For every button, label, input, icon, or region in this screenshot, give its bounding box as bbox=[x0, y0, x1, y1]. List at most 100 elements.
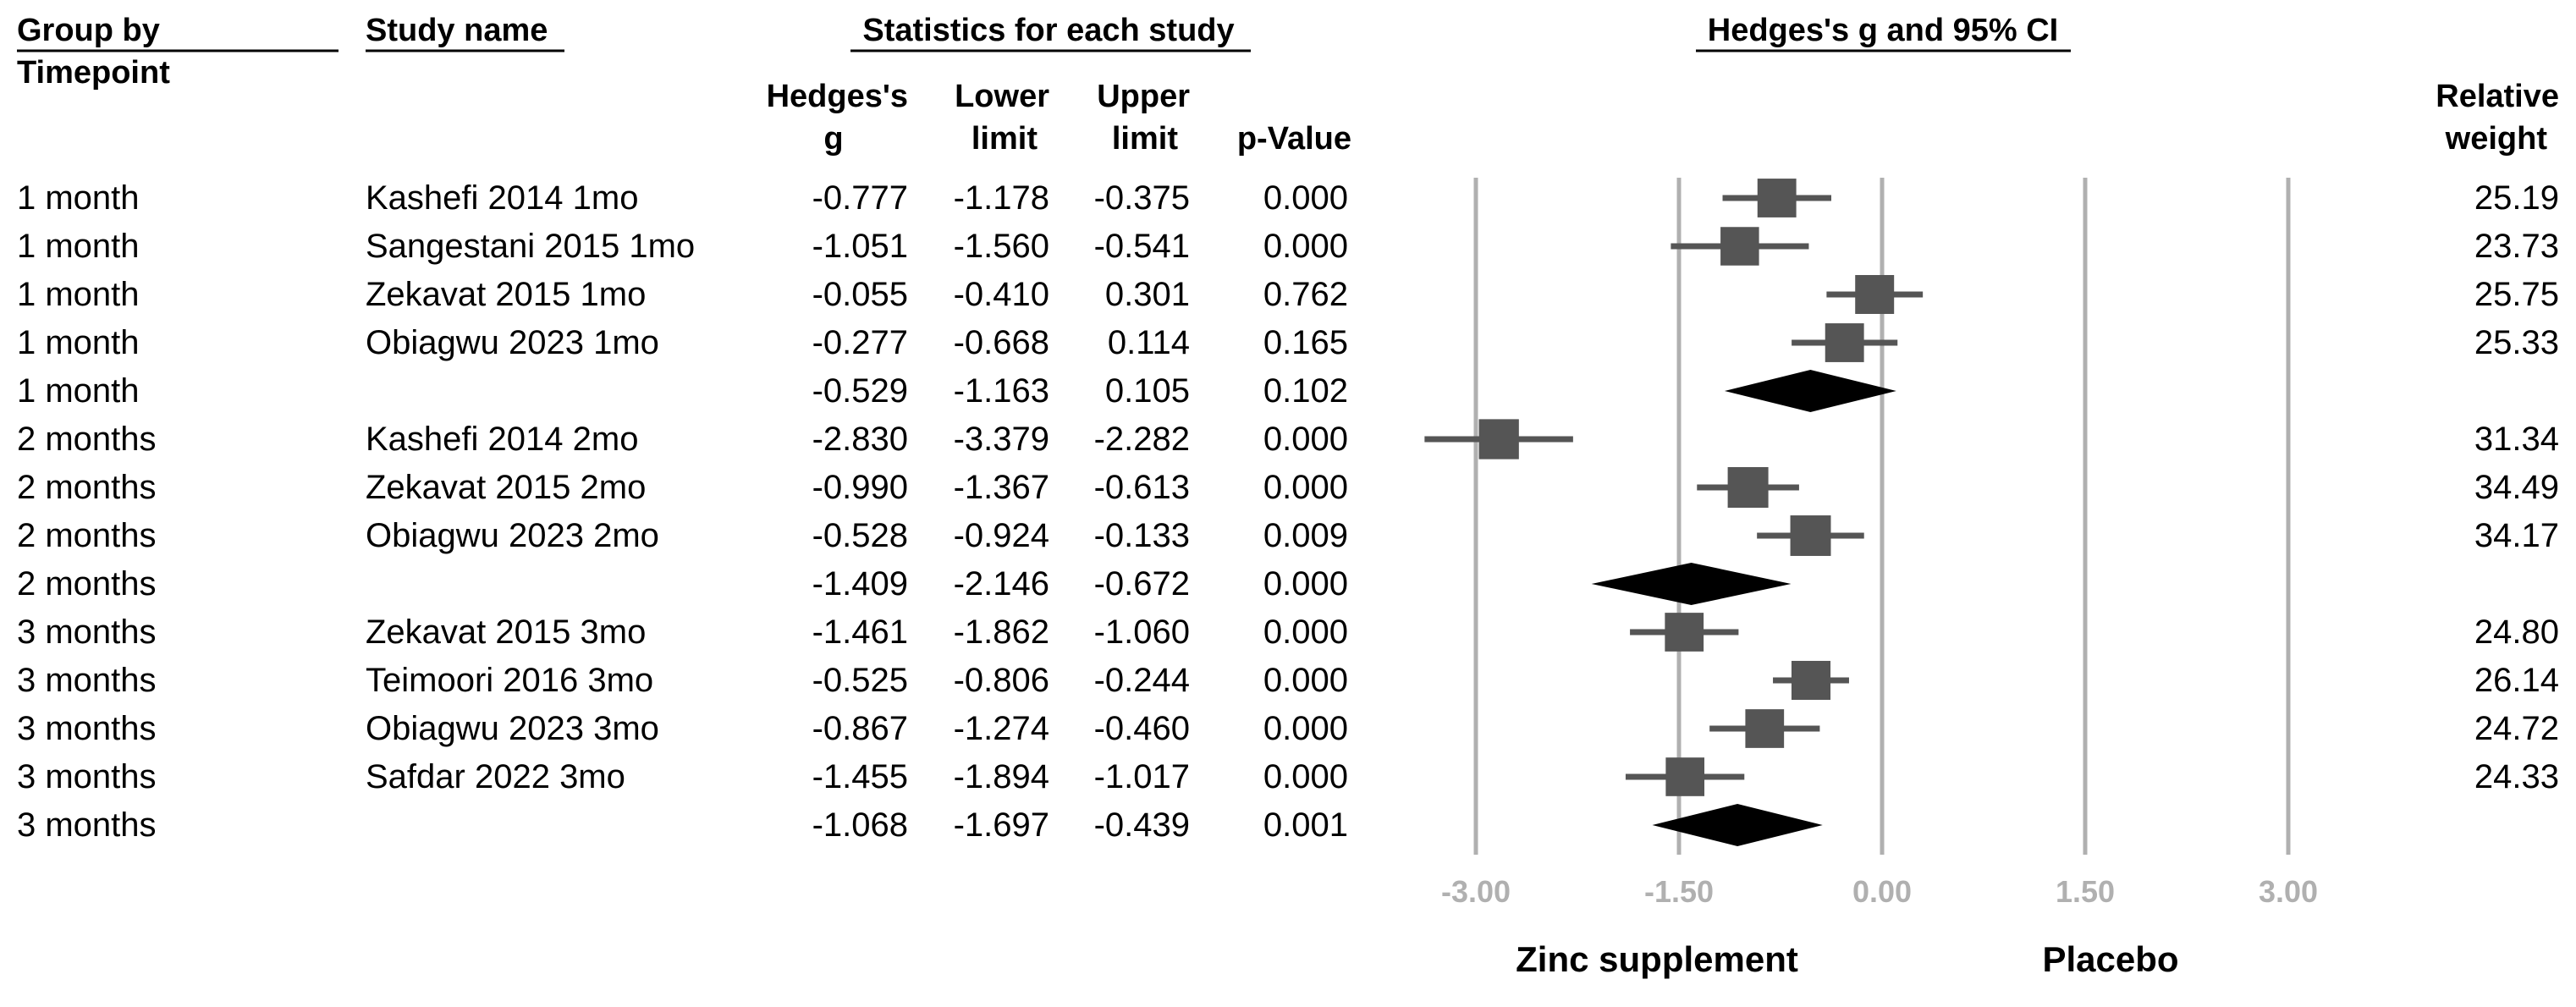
x-axis-ticks: -3.00 -1.50 0.00 1.50 3.00 bbox=[1441, 874, 2318, 909]
cell-group: 1 month bbox=[17, 324, 140, 361]
col-header-p-value: p-Value bbox=[1237, 121, 1351, 157]
cell-p-value: 0.009 bbox=[1263, 517, 1348, 554]
cell-hedges-g: -1.051 bbox=[812, 228, 908, 265]
cell-hedges-g: -0.777 bbox=[812, 179, 908, 217]
cell-p-value: 0.000 bbox=[1263, 614, 1348, 651]
cell-upper-limit: -0.613 bbox=[1094, 469, 1190, 506]
col-header-weight-line2: weight bbox=[2445, 121, 2548, 157]
cell-relative-weight: 25.75 bbox=[2474, 276, 2559, 313]
effect-marker bbox=[1855, 275, 1895, 314]
col-header-lower-line1: Lower bbox=[955, 79, 1049, 114]
cell-p-value: 0.000 bbox=[1263, 228, 1348, 265]
x-tick-label: -1.50 bbox=[1644, 874, 1714, 909]
cell-group: 1 month bbox=[17, 228, 140, 265]
cell-group: 2 months bbox=[17, 469, 157, 506]
cell-lower-limit: -1.894 bbox=[954, 758, 1049, 795]
cell-group: 3 months bbox=[17, 806, 157, 844]
effect-marker bbox=[1720, 227, 1759, 266]
cell-hedges-g: -0.990 bbox=[812, 469, 908, 506]
cell-p-value: 0.102 bbox=[1263, 372, 1348, 410]
cell-relative-weight: 24.80 bbox=[2474, 614, 2559, 651]
cell-lower-limit: -0.924 bbox=[954, 517, 1049, 554]
summary-diamond bbox=[1652, 804, 1823, 846]
cell-hedges-g: -1.068 bbox=[812, 806, 908, 844]
cell-hedges-g: -0.528 bbox=[812, 517, 908, 554]
cell-p-value: 0.000 bbox=[1263, 179, 1348, 217]
header-study-name: Study name bbox=[366, 13, 548, 48]
cell-hedges-g: -0.277 bbox=[812, 324, 908, 361]
cell-lower-limit: -0.410 bbox=[954, 276, 1049, 313]
cell-hedges-g: -2.830 bbox=[812, 421, 908, 458]
cell-lower-limit: -1.560 bbox=[954, 228, 1049, 265]
cell-lower-limit: -0.806 bbox=[954, 662, 1049, 699]
cell-relative-weight: 24.33 bbox=[2474, 758, 2559, 795]
summary-diamond bbox=[1724, 370, 1896, 412]
cell-lower-limit: -1.178 bbox=[954, 179, 1049, 217]
cell-group: 2 months bbox=[17, 421, 157, 458]
effect-marker bbox=[1665, 613, 1704, 652]
cell-study-name: Obiagwu 2023 3mo bbox=[366, 710, 659, 747]
cell-p-value: 0.762 bbox=[1263, 276, 1348, 313]
forest-marks bbox=[1424, 179, 1924, 846]
cell-lower-limit: -0.668 bbox=[954, 324, 1049, 361]
forest-title: Hedges's g and 95% CI bbox=[1708, 13, 2059, 48]
cell-upper-limit: -0.439 bbox=[1094, 806, 1190, 844]
cell-study-name: Safdar 2022 3mo bbox=[366, 758, 625, 795]
cell-lower-limit: -3.379 bbox=[954, 421, 1049, 458]
cell-study-name: Zekavat 2015 2mo bbox=[366, 469, 646, 506]
header-stats-title: Statistics for each study bbox=[862, 13, 1234, 48]
cell-group: 1 month bbox=[17, 276, 140, 313]
x-tick-label: 0.00 bbox=[1852, 874, 1912, 909]
cell-lower-limit: -1.697 bbox=[954, 806, 1049, 844]
cell-hedges-g: -0.867 bbox=[812, 710, 908, 747]
cell-relative-weight: 25.33 bbox=[2474, 324, 2559, 361]
cell-group: 3 months bbox=[17, 614, 157, 651]
col-header-upper-line2: limit bbox=[1112, 121, 1178, 157]
cell-lower-limit: -2.146 bbox=[954, 565, 1049, 603]
cell-upper-limit: -1.060 bbox=[1094, 614, 1190, 651]
effect-marker bbox=[1727, 467, 1769, 508]
col-header-g-line1: Hedges's bbox=[767, 79, 908, 114]
cell-study-name: Teimoori 2016 3mo bbox=[366, 662, 653, 699]
xlabel-right: Placebo bbox=[2042, 939, 2178, 979]
cell-relative-weight: 25.19 bbox=[2474, 179, 2559, 217]
cell-study-name: Obiagwu 2023 1mo bbox=[366, 324, 659, 361]
cell-relative-weight: 24.72 bbox=[2474, 710, 2559, 747]
cell-hedges-g: -0.529 bbox=[812, 372, 908, 410]
cell-upper-limit: -0.375 bbox=[1094, 179, 1190, 217]
cell-p-value: 0.000 bbox=[1263, 421, 1348, 458]
cell-study-name: Kashefi 2014 2mo bbox=[366, 421, 638, 458]
cell-group: 1 month bbox=[17, 372, 140, 410]
x-tick-label: 1.50 bbox=[2056, 874, 2115, 909]
summary-diamond bbox=[1591, 563, 1792, 605]
header-group-by: Group by bbox=[17, 13, 160, 48]
cell-study-name: Obiagwu 2023 2mo bbox=[366, 517, 659, 554]
cell-p-value: 0.000 bbox=[1263, 662, 1348, 699]
cell-hedges-g: -0.055 bbox=[812, 276, 908, 313]
cell-upper-limit: -2.282 bbox=[1094, 421, 1190, 458]
cell-upper-limit: -0.133 bbox=[1094, 517, 1190, 554]
header-timepoint: Timepoint bbox=[17, 55, 170, 91]
cell-group: 3 months bbox=[17, 710, 157, 747]
cell-upper-limit: 0.114 bbox=[1108, 324, 1190, 361]
cell-upper-limit: -0.541 bbox=[1094, 228, 1190, 265]
cell-upper-limit: -0.460 bbox=[1094, 710, 1190, 747]
x-tick-label: -3.00 bbox=[1441, 874, 1511, 909]
col-header-lower-line2: limit bbox=[972, 121, 1038, 157]
cell-p-value: 0.000 bbox=[1263, 710, 1348, 747]
cell-relative-weight: 26.14 bbox=[2474, 662, 2559, 699]
cell-lower-limit: -1.862 bbox=[954, 614, 1049, 651]
cell-relative-weight: 23.73 bbox=[2474, 228, 2559, 265]
effect-marker bbox=[1745, 709, 1785, 748]
cell-upper-limit: 0.301 bbox=[1105, 276, 1190, 313]
cell-group: 3 months bbox=[17, 758, 157, 795]
col-header-weight-line1: Relative bbox=[2436, 79, 2559, 114]
cell-p-value: 0.001 bbox=[1263, 806, 1348, 844]
cell-hedges-g: -1.461 bbox=[812, 614, 908, 651]
cell-study-name: Kashefi 2014 1mo bbox=[366, 179, 638, 217]
effect-marker bbox=[1825, 323, 1864, 362]
cell-upper-limit: -1.017 bbox=[1094, 758, 1190, 795]
cell-upper-limit: -0.244 bbox=[1094, 662, 1190, 699]
cell-upper-limit: -0.672 bbox=[1094, 565, 1190, 603]
effect-marker bbox=[1665, 757, 1705, 796]
